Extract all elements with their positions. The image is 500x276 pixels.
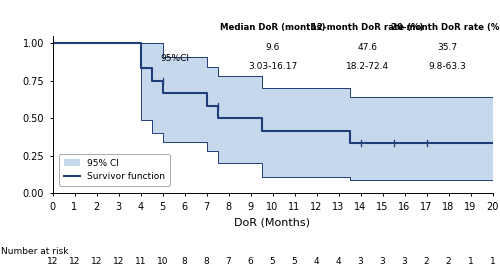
Text: 12: 12 bbox=[47, 257, 58, 266]
Text: 1: 1 bbox=[490, 257, 496, 266]
Text: 12: 12 bbox=[91, 257, 102, 266]
Text: 8: 8 bbox=[204, 257, 210, 266]
Text: 4: 4 bbox=[314, 257, 320, 266]
Text: 7: 7 bbox=[226, 257, 232, 266]
Text: 3: 3 bbox=[358, 257, 364, 266]
Text: 95%CI: 95%CI bbox=[160, 54, 190, 63]
Text: 6: 6 bbox=[248, 257, 254, 266]
Text: Number at risk: Number at risk bbox=[1, 247, 68, 256]
Text: 2: 2 bbox=[446, 257, 452, 266]
Text: 3.03-16.17: 3.03-16.17 bbox=[248, 62, 297, 71]
Text: 12: 12 bbox=[69, 257, 80, 266]
Text: 12-month DoR rate (%): 12-month DoR rate (%) bbox=[312, 23, 424, 32]
Text: 8: 8 bbox=[182, 257, 188, 266]
Text: 11: 11 bbox=[135, 257, 146, 266]
Text: 12: 12 bbox=[113, 257, 124, 266]
Text: Median DoR (months): Median DoR (months) bbox=[220, 23, 325, 32]
X-axis label: DoR (Months): DoR (Months) bbox=[234, 217, 310, 227]
Text: 3: 3 bbox=[380, 257, 386, 266]
Text: 2: 2 bbox=[424, 257, 430, 266]
Text: 1: 1 bbox=[468, 257, 473, 266]
Text: 10: 10 bbox=[157, 257, 168, 266]
Text: 3: 3 bbox=[402, 257, 407, 266]
Text: 18.2-72.4: 18.2-72.4 bbox=[346, 62, 389, 71]
Legend: 95% CI, Survivor function: 95% CI, Survivor function bbox=[59, 154, 170, 185]
Text: 20-month DoR rate (%): 20-month DoR rate (%) bbox=[392, 23, 500, 32]
Text: 9.8-63.3: 9.8-63.3 bbox=[428, 62, 467, 71]
Text: 4: 4 bbox=[336, 257, 342, 266]
Text: 5: 5 bbox=[270, 257, 276, 266]
Text: 35.7: 35.7 bbox=[438, 43, 458, 52]
Text: 9.6: 9.6 bbox=[266, 43, 280, 52]
Text: 5: 5 bbox=[292, 257, 298, 266]
Text: 47.6: 47.6 bbox=[358, 43, 378, 52]
